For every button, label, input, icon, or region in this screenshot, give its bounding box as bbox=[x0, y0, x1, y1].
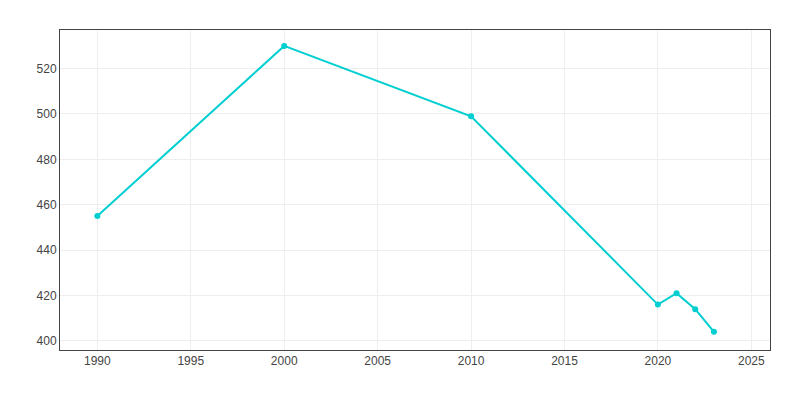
svg-text:400: 400 bbox=[37, 334, 57, 348]
svg-text:2010: 2010 bbox=[458, 354, 485, 368]
svg-text:1995: 1995 bbox=[177, 354, 204, 368]
svg-text:520: 520 bbox=[37, 62, 57, 76]
svg-text:1990: 1990 bbox=[84, 354, 111, 368]
svg-text:480: 480 bbox=[37, 153, 57, 167]
svg-text:2025: 2025 bbox=[738, 354, 765, 368]
svg-text:440: 440 bbox=[37, 243, 57, 257]
svg-text:2020: 2020 bbox=[645, 354, 672, 368]
svg-text:2000: 2000 bbox=[271, 354, 298, 368]
svg-text:2005: 2005 bbox=[364, 354, 391, 368]
svg-text:420: 420 bbox=[37, 289, 57, 303]
svg-text:500: 500 bbox=[37, 107, 57, 121]
svg-text:2015: 2015 bbox=[551, 354, 578, 368]
svg-text:460: 460 bbox=[37, 198, 57, 212]
